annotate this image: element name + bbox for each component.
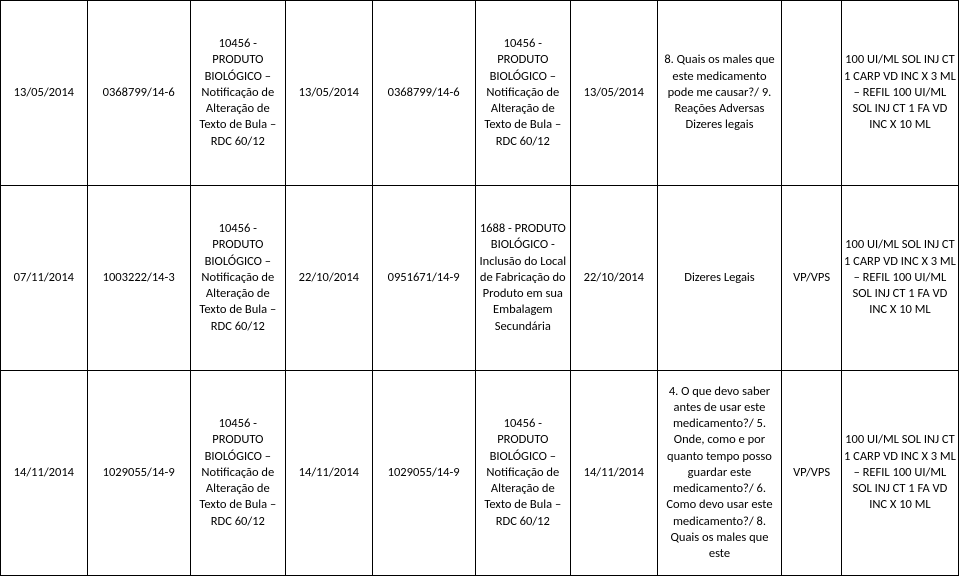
cell-vp: VP/VPS: [782, 371, 842, 576]
cell-date: 22/10/2014: [285, 186, 372, 371]
cell-exp: 0368799/14-6: [372, 1, 475, 186]
cell-date: 13/05/2014: [285, 1, 372, 186]
table-row: 13/05/2014 0368799/14-6 10456 - PRODUTO …: [1, 1, 959, 186]
cell-date: 22/10/2014: [570, 186, 657, 371]
cell-exp: 0368799/14-6: [87, 1, 190, 186]
table-row: 14/11/2014 1029055/14-9 10456 - PRODUTO …: [1, 371, 959, 576]
cell-dose: 100 UI/ML SOL INJ CT 1 CARP VD INC X 3 M…: [841, 371, 958, 576]
cell-desc: 10456 - PRODUTO BIOLÓGICO – Notificação …: [190, 1, 285, 186]
regulatory-table: 13/05/2014 0368799/14-6 10456 - PRODUTO …: [0, 0, 959, 576]
cell-date: 13/05/2014: [570, 1, 657, 186]
cell-dose: 100 UI/ML SOL INJ CT 1 CARP VD INC X 3 M…: [841, 186, 958, 371]
cell-desc: 10456 - PRODUTO BIOLÓGICO – Notificação …: [190, 186, 285, 371]
cell-date: 07/11/2014: [1, 186, 88, 371]
cell-exp: 1029055/14-9: [372, 371, 475, 576]
cell-motivo: 8. Quais os males que este medicamento p…: [657, 1, 782, 186]
cell-desc: 10456 - PRODUTO BIOLÓGICO – Notificação …: [475, 1, 570, 186]
cell-motivo: Dizeres Legais: [657, 186, 782, 371]
cell-exp: 1003222/14-3: [87, 186, 190, 371]
cell-date: 14/11/2014: [570, 371, 657, 576]
cell-date: 14/11/2014: [285, 371, 372, 576]
cell-motivo: 4. O que devo saber antes de usar este m…: [657, 371, 782, 576]
cell-date: 14/11/2014: [1, 371, 88, 576]
table-row: 07/11/2014 1003222/14-3 10456 - PRODUTO …: [1, 186, 959, 371]
cell-vp: VP/VPS: [782, 186, 842, 371]
cell-vp: [782, 1, 842, 186]
cell-exp: 1029055/14-9: [87, 371, 190, 576]
cell-desc: 1688 - PRODUTO BIOLÓGICO - Inclusão do L…: [475, 186, 570, 371]
cell-desc: 10456 - PRODUTO BIOLÓGICO – Notificação …: [190, 371, 285, 576]
cell-dose: 100 UI/ML SOL INJ CT 1 CARP VD INC X 3 M…: [841, 1, 958, 186]
cell-date: 13/05/2014: [1, 1, 88, 186]
cell-desc: 10456 - PRODUTO BIOLÓGICO – Notificação …: [475, 371, 570, 576]
cell-exp: 0951671/14-9: [372, 186, 475, 371]
